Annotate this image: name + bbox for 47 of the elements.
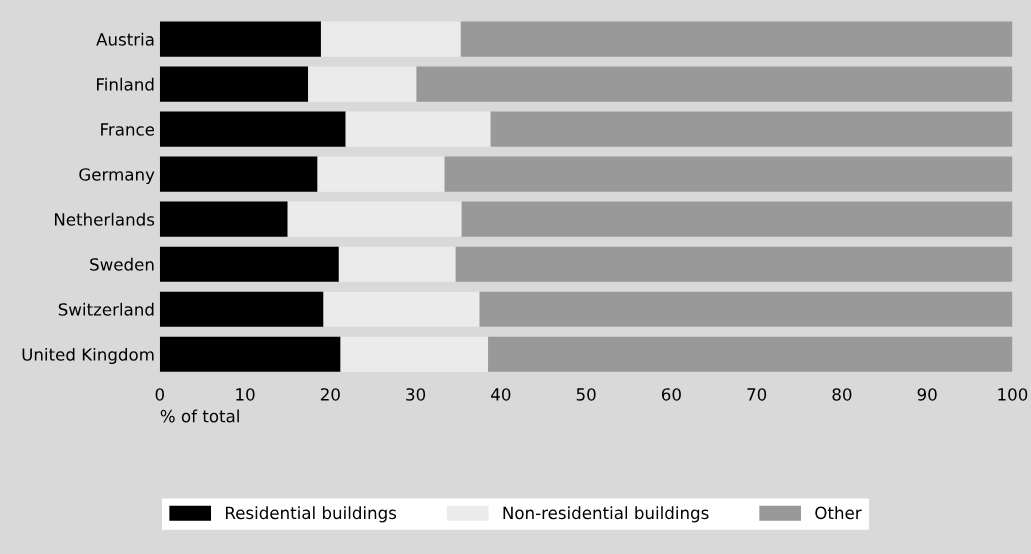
x-tick-label: 0: [155, 388, 164, 401]
bar: [338, 246, 456, 282]
bar: [345, 111, 491, 147]
x-tick-label: 100: [998, 388, 1028, 401]
x-tick-label: 40: [491, 388, 511, 401]
x-tick-label: 10: [236, 388, 255, 401]
bar: [444, 156, 1013, 192]
x-axis-title: % of total: [160, 409, 239, 423]
y-tick-label: Germany: [79, 168, 155, 184]
bar: [340, 336, 489, 372]
x-tick-label: 70: [747, 388, 767, 401]
bar: [159, 246, 339, 282]
bar: [159, 156, 318, 192]
x-tick-label: 20: [320, 388, 340, 401]
bar: [159, 66, 309, 102]
x-tick-label: 50: [576, 388, 596, 401]
bar: [159, 21, 321, 57]
bar: [308, 66, 417, 102]
bar: [320, 21, 461, 57]
bar: [159, 336, 341, 372]
bar: [159, 111, 346, 147]
bar: [460, 21, 1013, 57]
legend-label: Residential buildings: [225, 506, 397, 523]
y-tick-label: United Kingdom: [22, 347, 154, 365]
x-tick-label: 60: [661, 388, 681, 401]
x-tick-label: 90: [917, 388, 937, 401]
bar: [455, 246, 1013, 282]
x-tick-label: 30: [406, 388, 426, 401]
bar: [287, 201, 462, 237]
y-tick-label: France: [101, 123, 155, 136]
bar: [490, 111, 1013, 147]
bar: [479, 291, 1013, 327]
bar: [323, 291, 480, 327]
bar: [317, 156, 445, 192]
x-tick-label: 80: [832, 388, 852, 401]
y-tick-label: Netherlands: [54, 212, 155, 226]
bar: [488, 336, 1013, 372]
legend-label: Other: [815, 506, 862, 520]
y-tick-label: Sweden: [90, 257, 154, 271]
bar: [159, 201, 288, 237]
bar: [461, 201, 1013, 237]
y-tick-label: Switzerland: [58, 302, 154, 316]
legend-label: Non-residential buildings: [503, 506, 709, 523]
y-tick-label: Austria: [96, 32, 154, 46]
bar: [416, 66, 1013, 102]
y-tick-label: Finland: [97, 77, 154, 91]
bar: [159, 291, 324, 327]
